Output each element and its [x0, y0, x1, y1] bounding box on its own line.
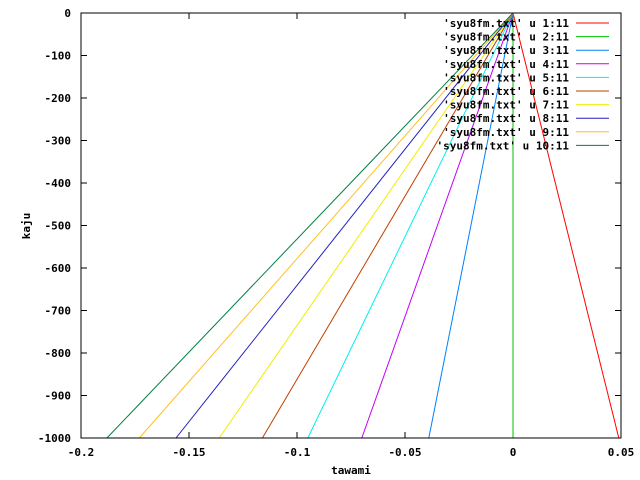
legend-label: 'syu8fm.txt' u 8:11 [443, 112, 569, 125]
legend: 'syu8fm.txt' u 1:11'syu8fm.txt' u 2:11's… [437, 17, 609, 152]
legend-label: 'syu8fm.txt' u 3:11 [443, 44, 569, 57]
legend-label: 'syu8fm.txt' u 4:11 [443, 58, 569, 71]
series-line [512, 12, 620, 439]
y-tick-label: -800 [45, 347, 72, 360]
x-tick-label: -0.2 [68, 446, 95, 459]
series-group [106, 12, 620, 439]
y-axis-label: kaju [20, 213, 33, 240]
x-tick-label: -0.1 [284, 446, 311, 459]
legend-label: 'syu8fm.txt' u 1:11 [443, 17, 569, 30]
legend-label: 'syu8fm.txt' u 7:11 [443, 99, 569, 112]
series-line [218, 12, 514, 439]
y-tick-label: -100 [45, 50, 72, 63]
x-axis-label: tawami [331, 464, 371, 477]
x-tick-label: -0.15 [172, 446, 205, 459]
legend-label: 'syu8fm.txt' u 10:11 [437, 139, 570, 152]
y-tick-label: -900 [45, 390, 72, 403]
x-tick-label: -0.05 [388, 446, 421, 459]
legend-label: 'syu8fm.txt' u 2:11 [443, 31, 569, 44]
y-tick-label: -200 [45, 92, 72, 105]
y-tick-label: -500 [45, 220, 72, 233]
plot-frame [80, 12, 622, 439]
series-line [428, 12, 514, 439]
series-line [361, 12, 514, 439]
x-tick-label: 0.05 [608, 446, 635, 459]
series-line [307, 12, 514, 439]
legend-label: 'syu8fm.txt' u 9:11 [443, 126, 569, 139]
y-tick-label: -400 [45, 177, 72, 190]
series-line [138, 12, 514, 439]
x-tick-label: 0 [510, 446, 517, 459]
y-tick-label: -300 [45, 135, 72, 148]
y-tick-label: 0 [64, 7, 71, 20]
series-line [175, 12, 514, 439]
y-tick-label: -700 [45, 305, 72, 318]
series-line [261, 12, 514, 439]
series-line [106, 12, 514, 439]
legend-label: 'syu8fm.txt' u 5:11 [443, 71, 569, 84]
legend-label: 'syu8fm.txt' u 6:11 [443, 85, 569, 98]
y-tick-label: -600 [45, 262, 72, 275]
y-tick-label: -1000 [38, 432, 71, 445]
axis-ticks: -0.2 -0.15 -0.1 -0.05 0 0.05 0 -100 -200 -300 -400… [38, 7, 634, 459]
